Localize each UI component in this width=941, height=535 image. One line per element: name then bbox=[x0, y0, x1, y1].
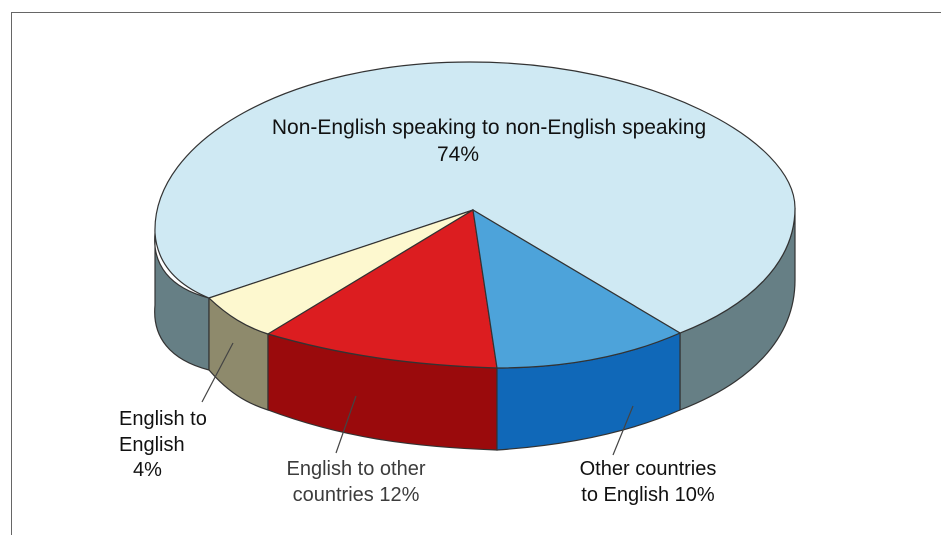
label-non-english-line2: 74% bbox=[437, 143, 479, 166]
label-eng-to-eng-line3: 4% bbox=[133, 459, 162, 481]
label-eng-to-eng-line1: English to bbox=[119, 408, 207, 430]
pie-sides bbox=[154, 207, 796, 451]
label-other-to-eng-line2: to English 10% bbox=[581, 484, 715, 506]
leader-line-eng-to-other bbox=[335, 395, 357, 454]
label-other-to-eng-line1: Other countries bbox=[580, 458, 717, 480]
leader-line-other-to-eng bbox=[612, 405, 634, 456]
slice-top-eng-to-other bbox=[266, 209, 498, 369]
label-eng-to-other-line1: English to other bbox=[287, 458, 426, 480]
label-non-english-line1: Non-English speaking to non-English spea… bbox=[272, 116, 706, 139]
slice-top-non-english bbox=[154, 61, 796, 334]
label-eng-to-eng-line2: English bbox=[119, 434, 185, 456]
pie-top bbox=[154, 61, 796, 369]
slice-top-other-to-eng bbox=[472, 208, 682, 369]
leader-line-eng-to-eng bbox=[201, 342, 234, 403]
slice-top-eng-to-eng bbox=[207, 209, 474, 335]
label-eng-to-other-line2: countries 12% bbox=[293, 484, 420, 506]
